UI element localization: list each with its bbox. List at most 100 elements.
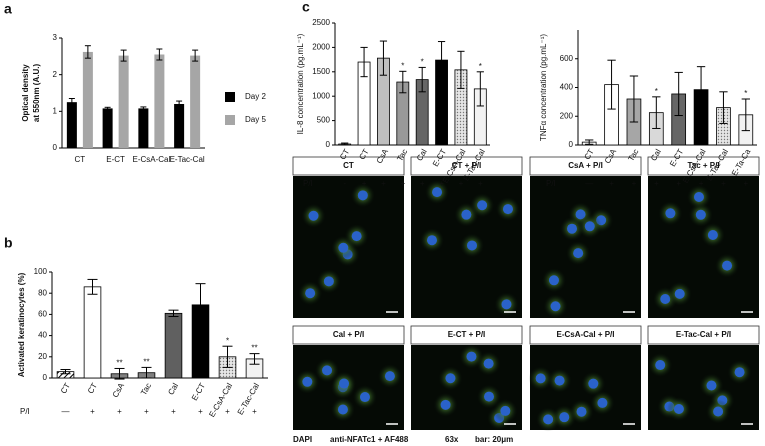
y-tick-label: 500 [317,116,331,125]
nucleus [445,373,456,384]
annotation: ** [143,358,149,367]
micrograph-grid: CT CT + P/I CsA + P/I Tac + P/I Cal + P/I E-C… [292,156,760,444]
nucleus [567,223,578,234]
nucleus [305,288,316,299]
nucleus [674,288,685,299]
y-tick-label: 1500 [312,67,330,76]
micrograph-legend: DAPI [293,435,312,444]
y-axis-label: Activated keratinocytes (%) [17,272,26,377]
nucleus [500,405,511,416]
nucleus [535,373,546,384]
nucleus [466,240,477,251]
x-tick-label: E-CT [106,155,125,164]
nucleus [501,299,512,310]
row-value: + [743,179,748,188]
nucleus [440,399,451,410]
y-tick-label: 400 [560,83,574,92]
row-value: + [721,179,726,188]
panel-label: CT [343,161,354,170]
panel-label-box [292,325,405,345]
bar [66,102,77,148]
bar [118,55,129,148]
y-axis-label: at 550nm (A.U.) [32,64,41,123]
nucleus [722,260,733,271]
panel-letter: c [302,0,310,15]
annotation: * [479,62,482,71]
x-tick-label: E-CT [190,381,207,402]
annotation: * [421,58,424,67]
x-tick-label: CT [59,381,72,395]
y-tick-label: 40 [38,331,47,340]
nucleus [337,404,348,415]
nucleus [584,221,595,232]
row-value: — [62,407,70,416]
legend-label: Day 5 [245,115,266,124]
row-value: + [198,407,203,416]
row-value: + [144,407,149,416]
nucleus [734,367,745,378]
bar [102,108,113,148]
x-tick-label: CT [86,381,99,395]
nucleus [707,230,718,241]
nucleus [426,235,437,246]
panel-letter: b [4,235,13,251]
y-tick-label: 1000 [312,91,330,100]
row-label: P/I [546,179,556,188]
y-tick-label: 2500 [312,18,330,27]
row-value: + [676,179,681,188]
row-label: P/I [20,407,30,416]
nucleus [655,360,666,371]
x-tick-label: E-Tac-Cal [236,381,261,416]
nucleus [502,204,513,215]
x-tick-label: E-CsA-Cal [207,381,234,418]
nucleus [484,391,495,402]
x-tick-label: Tac [395,148,409,163]
nucleus [665,208,676,219]
nucleus [322,365,333,376]
nucleus [483,358,494,369]
panel-label-box [292,156,405,176]
micrograph-legend: anti-NFATc1 + AF488 [330,435,409,444]
nucleus [573,248,584,259]
row-value: + [439,179,444,188]
panel-label: Tac + P/I [687,161,719,170]
nucleus [660,294,671,305]
x-tick-label: E-CsA-Cal [132,155,170,164]
row-value: + [632,179,637,188]
row-value: + [400,179,405,188]
nucleus [706,380,717,391]
nucleus [713,406,724,417]
nucleus [461,209,472,220]
nucleus [338,242,349,253]
panel-label: CT + P/I [452,161,482,170]
nucleus [543,414,554,425]
bar [190,55,201,148]
panel-label: E-CT + P/I [448,330,486,339]
legend-label: Day 2 [245,92,266,101]
nucleus [554,375,565,386]
nucleus [323,276,334,287]
nucleus [466,351,477,362]
row-value: + [459,179,464,188]
row-label: P/I [303,179,313,188]
panel-label: CsA + P/I [568,161,603,170]
micrograph-legend: 63x [445,435,459,444]
y-tick-label: 0 [53,143,58,152]
y-tick-label: 1 [53,106,58,115]
panel-label-box [529,325,642,345]
legend-swatch [225,115,235,125]
row-value: + [420,179,425,188]
nucleus [432,187,443,198]
y-axis-label: TNFα concentration (pg.mL⁻¹) [539,34,548,141]
nucleus [588,378,599,389]
bar [83,286,102,379]
x-tick-label: CsA [111,381,127,399]
annotation: ** [251,344,257,353]
x-tick-label: Cal [166,381,180,396]
nucleus [548,275,559,286]
annotation: * [655,87,658,96]
bar [138,108,149,148]
nucleus [576,406,587,417]
panel-letter: a [4,1,12,17]
panel-label-box [647,325,760,345]
